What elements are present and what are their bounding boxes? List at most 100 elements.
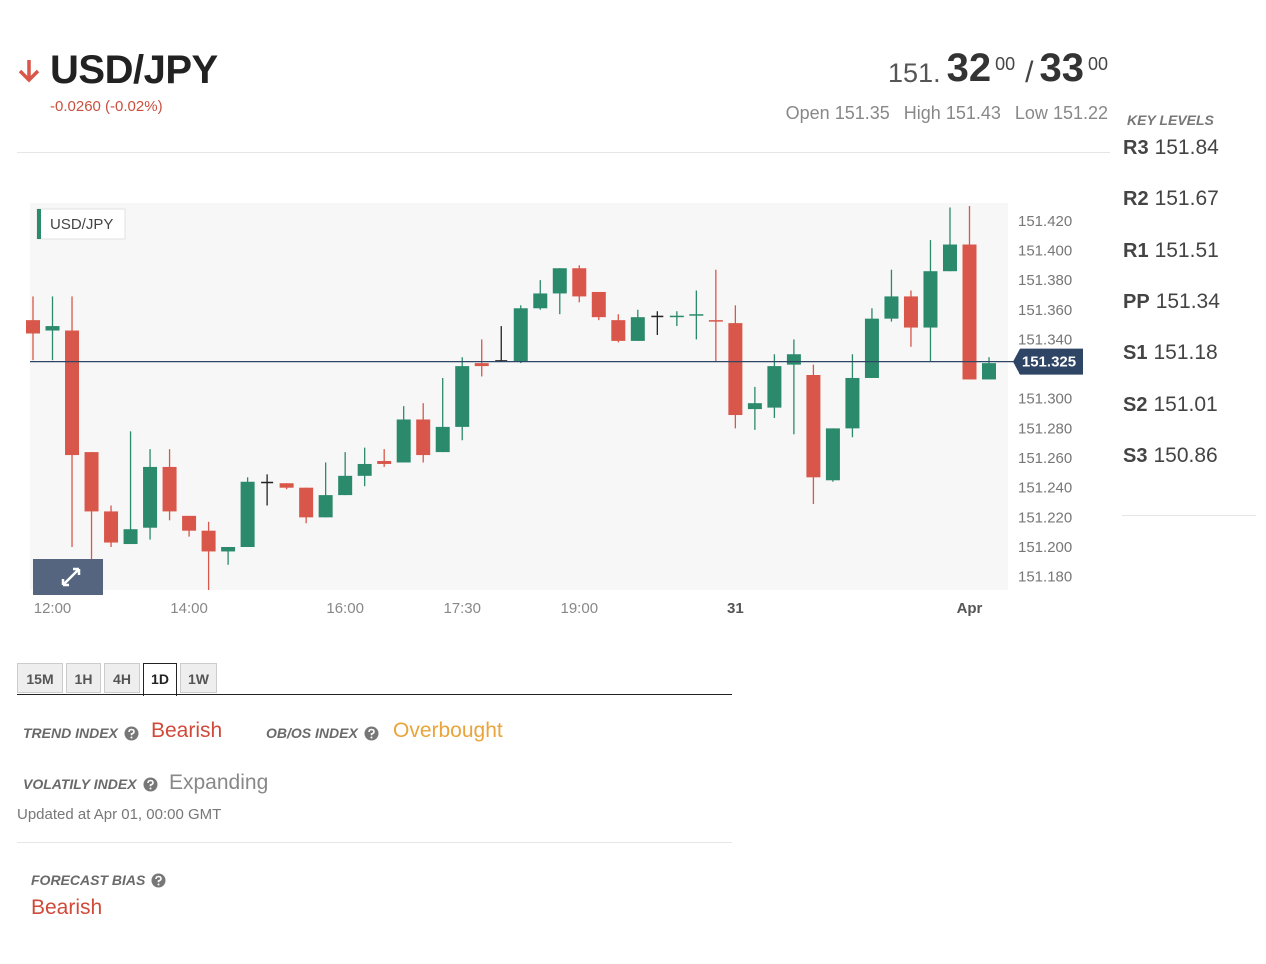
tabs-line [17,694,732,695]
legend-label: USD/JPY [50,216,113,233]
stat: Low 151.22 [1015,103,1108,123]
trend-label-text: TREND INDEX [23,725,118,741]
down-arrow [18,60,40,83]
y-tick-label: 151.380 [1018,272,1072,289]
candle-body [767,366,782,408]
stat-label: Low [1014,103,1048,123]
key-level: S1 151.18 [1123,341,1218,365]
tab[interactable]: 1D [143,663,177,696]
candle-body [942,244,957,272]
key-level-label: R1 [1123,239,1149,262]
x-tick-label: 16:00 [326,600,364,617]
y-tick-label: 151.180 [1018,569,1072,586]
x-tick-label: 19:00 [561,600,599,617]
candle-body [747,403,762,410]
key-level: R1 151.51 [1123,239,1219,263]
bid-big: 32 [946,46,992,90]
key-level-label: S1 [1123,342,1148,365]
chart: 151.180 151.200 151.220 151.240 151.260 151.2… [26,203,1083,617]
key-level: S2 151.01 [1123,393,1218,417]
price-tag-label: 151.325 [1022,354,1076,371]
trend-value: Bearish [151,719,223,742]
candle-body [982,363,996,380]
key-level-value: 151.84 [1154,136,1219,159]
key-level-value: 151.18 [1153,341,1218,365]
candle-body [162,466,177,512]
key-level-label: PP [1123,290,1150,313]
candle-body [884,296,899,319]
stat-value: 151.22 [1052,103,1108,123]
plot-area [30,203,1008,590]
volatility-label: VOLATILY INDEX [23,776,158,792]
y-tick-label: 151.420 [1018,213,1072,230]
candle-body [669,315,684,318]
expand-icon[interactable] [61,567,81,587]
help-icon[interactable] [364,726,379,741]
obos-value: Overbought [393,719,503,742]
key-level-label: R2 [1123,188,1149,211]
candle-body [84,452,99,512]
expand-bg[interactable] [33,559,103,595]
key-levels-title: KEY LEVELS [1127,112,1214,128]
tab[interactable]: 1H [66,663,101,693]
forecast-label: FORECAST BIAS [31,872,166,888]
candle-body [338,475,353,496]
divider [17,152,1110,153]
candle-body [845,377,860,429]
stat-value: 151.35 [834,103,890,123]
key-level-value: 151.34 [1155,289,1220,313]
y-tick-label: 151.220 [1018,509,1072,526]
x-tick-label: 12:00 [34,600,72,617]
candle-body [435,426,450,453]
tab[interactable]: 4H [104,663,140,693]
stat-label: Open [785,103,830,123]
forecast-value: Bearish [31,896,103,919]
help-icon[interactable] [143,777,158,792]
bid-prefix: 151. [888,58,941,88]
candle-body [357,463,372,476]
expand-button[interactable] [33,559,103,595]
tab[interactable]: 1W [180,663,217,693]
candle-body [786,354,801,365]
y-tick-label: 151.280 [1018,420,1072,437]
ask-small: 00 [1087,54,1108,74]
candle-body [396,419,411,463]
candle-body [651,315,664,318]
y-tick-label: 151.300 [1018,391,1072,408]
stat: Open 151.35 [786,103,890,123]
legend-swatch [37,209,41,239]
tab[interactable]: 15M [17,663,63,693]
key-level: PP 151.34 [1123,290,1220,314]
key-level: S3 150.86 [1123,444,1218,468]
obos-label-text: OB/OS INDEX [266,725,358,741]
candle-body [552,268,567,294]
key-level-label: S3 [1123,444,1148,467]
candle-body [26,320,40,334]
candle-body [533,293,548,309]
candle-body [572,268,587,297]
candle-body [630,317,645,341]
candle-body [45,326,60,331]
candle-body [279,483,294,488]
key-level: R3 151.84 [1123,136,1219,160]
help-icon[interactable] [124,726,139,741]
candle-body [474,363,489,367]
obos-label: OB/OS INDEX [266,725,379,741]
help-icon[interactable] [151,873,166,888]
candle-body [903,296,918,328]
trend-label: TREND INDEX [23,725,139,741]
candle-body [825,428,840,481]
candle-body [123,529,138,545]
candle-body [104,511,119,543]
candle-body [495,360,508,362]
key-level-label: R3 [1123,137,1149,159]
candle-body [708,320,723,322]
candle-body [416,419,431,456]
y-tick-label: 151.400 [1018,242,1072,259]
ask-big: 33 [1039,46,1084,90]
divider [1122,515,1256,516]
candle-body [318,495,333,518]
price-tag [1013,348,1083,375]
candle-body [377,461,392,464]
